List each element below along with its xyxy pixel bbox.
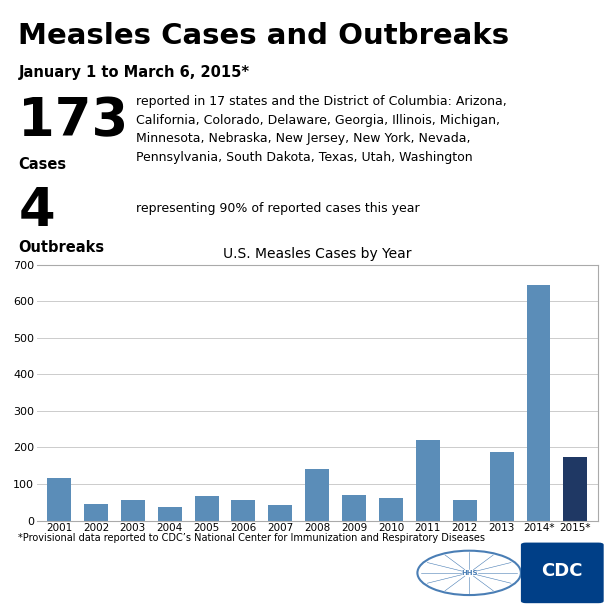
Bar (490, 452, 514, 521)
Bar (269, 505, 293, 521)
Bar (527, 285, 551, 521)
Text: 173: 173 (18, 95, 129, 147)
Text: reported in 17 states and the District of Columbia: Arizona,
California, Colorad: reported in 17 states and the District o… (136, 95, 506, 164)
FancyBboxPatch shape (521, 543, 604, 603)
Text: Measles Cases and Outbreaks: Measles Cases and Outbreaks (18, 22, 509, 49)
Text: Outbreaks: Outbreaks (18, 240, 105, 255)
Bar (195, 496, 219, 521)
Text: Cases: Cases (18, 157, 67, 172)
Text: representing 90% of reported cases this year: representing 90% of reported cases this … (136, 202, 419, 215)
Text: *Provisional data reported to CDC’s National Center for Immunization and Respira: *Provisional data reported to CDC’s Nati… (18, 533, 485, 543)
Text: 4: 4 (18, 185, 55, 237)
Bar (342, 495, 366, 521)
Bar (379, 498, 403, 521)
Title: U.S. Measles Cases by Year: U.S. Measles Cases by Year (223, 247, 411, 261)
Bar (84, 505, 108, 521)
Text: January 1 to March 6, 2015*: January 1 to March 6, 2015* (18, 65, 249, 79)
Bar (453, 500, 477, 521)
Bar (47, 478, 71, 521)
Bar (564, 457, 588, 521)
Bar (158, 507, 182, 521)
Bar (306, 469, 329, 521)
Bar (416, 440, 440, 521)
Text: CDC: CDC (541, 562, 583, 580)
Bar (232, 500, 256, 521)
Bar (121, 500, 145, 521)
Text: HHS: HHS (461, 570, 477, 576)
